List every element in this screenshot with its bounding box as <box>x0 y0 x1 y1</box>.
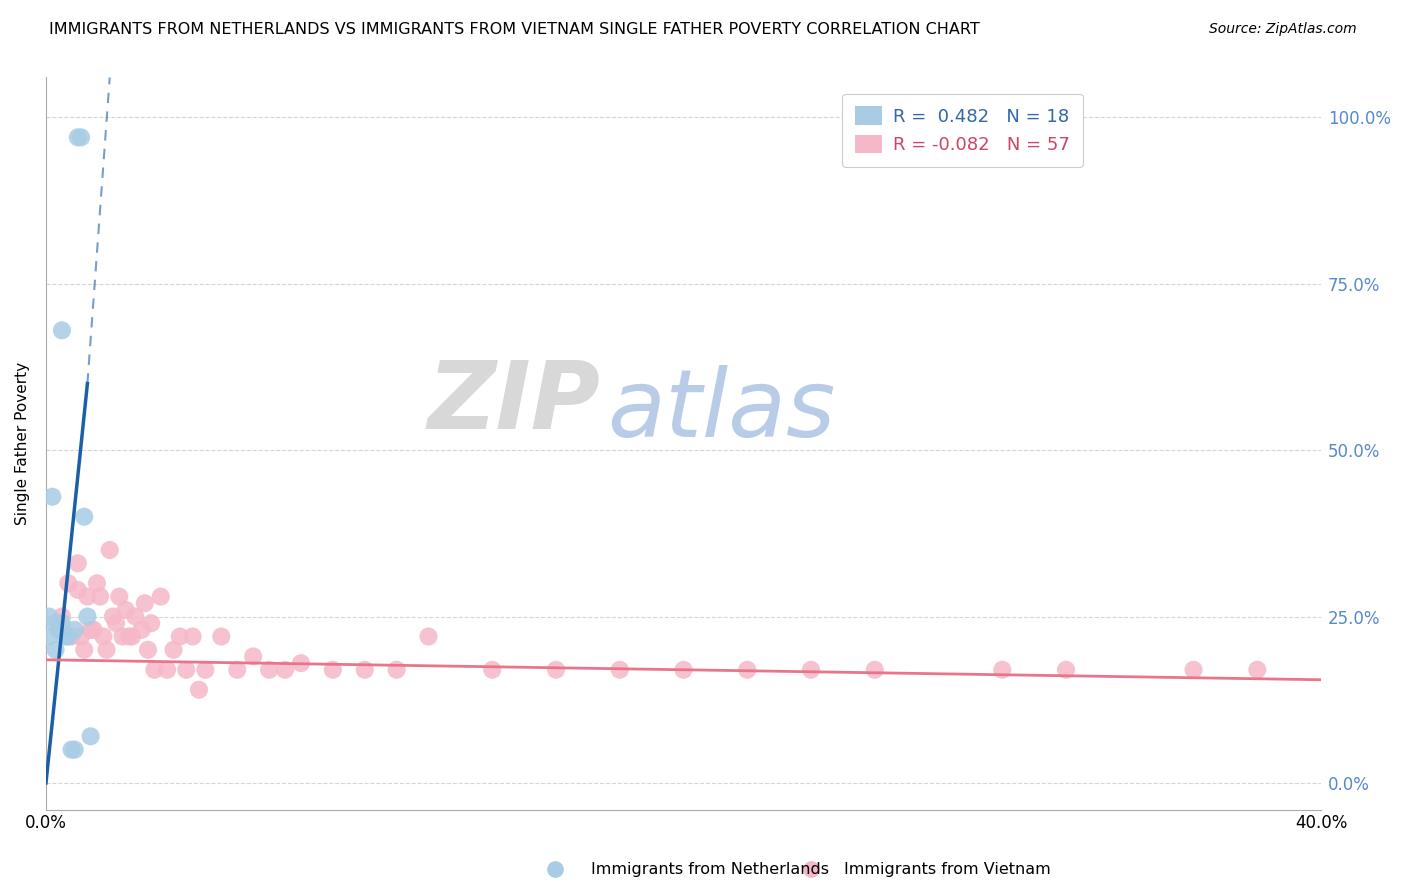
Point <box>58 630 80 644</box>
Point <box>66 556 89 570</box>
Point <box>89 590 111 604</box>
Point <box>38 630 60 644</box>
Point <box>63 623 86 637</box>
Y-axis label: Single Father Poverty: Single Father Poverty <box>15 362 30 525</box>
Point <box>322 663 344 677</box>
Point <box>181 630 204 644</box>
Point <box>58 576 80 591</box>
Point <box>76 590 98 604</box>
Point <box>96 642 118 657</box>
Point <box>111 630 134 644</box>
Point <box>60 742 83 756</box>
Point <box>418 630 440 644</box>
Point <box>481 663 503 677</box>
Point <box>41 490 63 504</box>
Point <box>136 642 159 657</box>
Text: atlas: atlas <box>607 365 835 456</box>
Point <box>121 630 143 644</box>
Point <box>174 663 197 677</box>
Point <box>735 663 758 677</box>
Point <box>93 630 115 644</box>
Text: Immigrants from Netherlands: Immigrants from Netherlands <box>591 863 828 877</box>
Point <box>86 576 108 591</box>
Point <box>51 323 73 337</box>
Point <box>209 630 232 644</box>
Point <box>79 623 101 637</box>
Point <box>63 742 86 756</box>
Point <box>242 649 264 664</box>
Point <box>385 663 408 677</box>
Point <box>66 130 89 145</box>
Point <box>1246 663 1268 677</box>
Point <box>149 590 172 604</box>
Point <box>51 616 73 631</box>
Point <box>101 609 124 624</box>
Point <box>83 623 105 637</box>
Point <box>105 616 128 631</box>
Point <box>134 596 156 610</box>
Legend: R =  0.482   N = 18, R = -0.082   N = 57: R = 0.482 N = 18, R = -0.082 N = 57 <box>842 94 1083 167</box>
Point <box>44 642 66 657</box>
Point <box>60 630 83 644</box>
Point <box>79 729 101 743</box>
Point <box>53 630 76 644</box>
Point <box>169 630 191 644</box>
Text: Source: ZipAtlas.com: Source: ZipAtlas.com <box>1209 22 1357 37</box>
Text: IMMIGRANTS FROM NETHERLANDS VS IMMIGRANTS FROM VIETNAM SINGLE FATHER POVERTY COR: IMMIGRANTS FROM NETHERLANDS VS IMMIGRANT… <box>49 22 980 37</box>
Point <box>118 630 141 644</box>
Point <box>98 543 121 558</box>
Point <box>274 663 297 677</box>
Text: ZIP: ZIP <box>427 357 600 450</box>
Point <box>800 663 823 677</box>
Point <box>226 663 249 677</box>
Point <box>353 663 375 677</box>
Point <box>290 656 312 670</box>
Point <box>1182 663 1205 677</box>
Point <box>108 590 131 604</box>
Point <box>73 509 96 524</box>
Point <box>156 663 179 677</box>
Point <box>141 616 163 631</box>
Point <box>544 663 567 677</box>
Point <box>48 623 70 637</box>
Point <box>44 616 66 631</box>
Point <box>114 603 136 617</box>
Point <box>863 663 886 677</box>
Point <box>1054 663 1077 677</box>
Point <box>609 663 631 677</box>
Point <box>162 642 184 657</box>
Point <box>991 663 1014 677</box>
Point <box>124 609 146 624</box>
Point <box>38 609 60 624</box>
Point <box>51 609 73 624</box>
Point <box>70 130 93 145</box>
Point <box>76 609 98 624</box>
Point <box>131 623 153 637</box>
Point <box>73 642 96 657</box>
Text: Immigrants from Vietnam: Immigrants from Vietnam <box>844 863 1050 877</box>
Point <box>188 682 211 697</box>
Point <box>672 663 695 677</box>
Point <box>257 663 280 677</box>
Point <box>143 663 166 677</box>
Point <box>194 663 217 677</box>
Point <box>66 582 89 597</box>
Point <box>70 630 93 644</box>
